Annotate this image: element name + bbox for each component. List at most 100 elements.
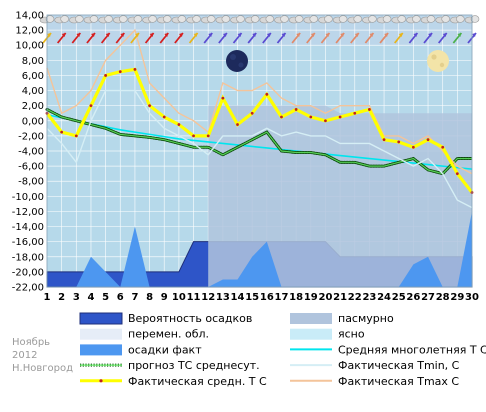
wind-arrow-icon bbox=[100, 32, 111, 44]
wind-arrow-icon bbox=[423, 32, 433, 44]
x-tick-label: 24 bbox=[377, 292, 391, 303]
series-point-7 bbox=[294, 108, 298, 111]
y-tick-label: -10,00 bbox=[12, 192, 44, 203]
series-point-7 bbox=[426, 138, 430, 142]
series-point-7 bbox=[177, 123, 181, 126]
legend-item: Фактическая Tmin, С bbox=[290, 359, 460, 372]
cloud-icon bbox=[376, 15, 392, 24]
wind-arrow-icon bbox=[174, 32, 184, 44]
series-area-2 bbox=[47, 211, 472, 287]
wind-arrow-icon bbox=[394, 32, 404, 44]
legend-label: Фактическая Tmin, С bbox=[338, 359, 460, 372]
series-point-7 bbox=[324, 119, 327, 123]
legend-swatch bbox=[290, 313, 332, 324]
wind-arrow-icon bbox=[335, 32, 345, 44]
series-point-7 bbox=[118, 70, 122, 74]
x-tick-label: 21 bbox=[333, 292, 347, 303]
series-point-7 bbox=[368, 108, 371, 111]
series-line-7 bbox=[45, 67, 474, 194]
series-point-7 bbox=[89, 104, 93, 108]
legend-item: Вероятность осадков bbox=[79, 312, 252, 325]
x-tick-label: 14 bbox=[231, 292, 245, 303]
legend-swatch bbox=[80, 328, 122, 340]
series-line-4-core bbox=[46, 108, 472, 175]
y-tick-label: 6,00 bbox=[22, 71, 44, 82]
series-point-7 bbox=[74, 134, 78, 138]
x-tick-label: 30 bbox=[465, 292, 479, 303]
series-point-7 bbox=[397, 140, 401, 144]
cloud-icon bbox=[83, 15, 99, 24]
cloud-icon bbox=[288, 15, 304, 24]
x-tick-label: 16 bbox=[260, 292, 274, 303]
legend-swatch bbox=[79, 312, 123, 325]
y-tick-label: -4,00 bbox=[18, 147, 44, 158]
y-tick-label: -22,00 bbox=[12, 283, 44, 294]
wind-arrow-icon bbox=[291, 32, 301, 44]
wind-arrow-icon bbox=[188, 32, 199, 44]
wind-arrow-icon bbox=[262, 32, 272, 44]
wind-arrow-icon bbox=[232, 32, 243, 44]
x-tick-label: 15 bbox=[245, 292, 259, 303]
series-point-7 bbox=[265, 92, 269, 96]
x-tick-label: 11 bbox=[187, 292, 201, 303]
legend-item: пасмурно bbox=[290, 312, 394, 325]
series-point-7 bbox=[192, 134, 195, 138]
legend-label: пасмурно bbox=[338, 312, 394, 325]
legend-item: Средняя многолетняя Т С bbox=[290, 343, 486, 356]
series-line-5 bbox=[46, 89, 473, 209]
cloud-icon bbox=[244, 15, 260, 24]
x-tick-label: 2 bbox=[58, 292, 65, 303]
x-tick-label: 25 bbox=[392, 292, 406, 303]
series-point-7 bbox=[236, 123, 239, 126]
cloud-icon bbox=[54, 15, 69, 24]
x-tick-label: 27 bbox=[421, 292, 435, 303]
cloud-icon bbox=[156, 15, 172, 24]
cloud-icon bbox=[464, 15, 480, 24]
series-point-7 bbox=[148, 104, 151, 108]
wind-arrow-icon bbox=[437, 32, 448, 44]
legend-item: перемен. обл. bbox=[80, 328, 209, 341]
cloud-icon bbox=[450, 15, 465, 24]
x-tick-label: 22 bbox=[348, 292, 362, 303]
wind-arrow-icon bbox=[247, 32, 257, 44]
side-caption-city: Н.Новгород bbox=[12, 363, 73, 374]
wind-arrow-icon bbox=[276, 32, 287, 44]
y-tick-label: 10,00 bbox=[15, 41, 44, 52]
wind-arrow-icon bbox=[408, 32, 419, 44]
wind-arrow-icon bbox=[115, 32, 125, 44]
x-tick-label: 17 bbox=[275, 292, 289, 303]
legend-swatch bbox=[290, 328, 332, 340]
legend-label: перемен. обл. bbox=[128, 328, 209, 341]
cloud-icon bbox=[259, 15, 275, 24]
x-tick-label: 29 bbox=[450, 292, 464, 303]
wind-arrow-icon bbox=[56, 32, 67, 44]
cloud-icon bbox=[406, 15, 421, 24]
series-point-7 bbox=[353, 111, 357, 115]
cloud-icon bbox=[171, 15, 187, 24]
y-tick-label: 8,00 bbox=[22, 56, 44, 67]
legend-label: Средняя многолетняя Т С bbox=[338, 343, 486, 356]
cloud-icon bbox=[186, 15, 201, 24]
x-tick-label: 6 bbox=[117, 292, 124, 303]
cloud-icon bbox=[435, 15, 450, 24]
cloud-icon bbox=[39, 15, 55, 24]
cloud-icon bbox=[98, 15, 113, 24]
wind-arrow-icon bbox=[144, 32, 155, 44]
legend-label: осадки факт bbox=[128, 343, 202, 356]
x-tick-label: 18 bbox=[289, 292, 303, 303]
wind-arrow-icon bbox=[379, 32, 389, 44]
legend-item: ясно bbox=[290, 328, 365, 341]
legend-item: Фактическая Tmax С bbox=[290, 375, 459, 388]
wind-arrow-icon bbox=[159, 32, 169, 44]
series-point-7 bbox=[133, 68, 137, 71]
legend-label: Фактическая Tmax С bbox=[338, 375, 459, 388]
y-tick-label: 12,00 bbox=[15, 26, 44, 37]
x-tick-label: 23 bbox=[362, 292, 376, 303]
plot-frame bbox=[46, 14, 473, 288]
x-tick-label: 8 bbox=[146, 292, 153, 303]
new-moon-icon bbox=[226, 50, 248, 72]
series-line-6 bbox=[46, 28, 473, 175]
y-tick-label: 4,00 bbox=[22, 86, 44, 97]
wind-arrow-icon bbox=[350, 32, 360, 44]
side-caption-year: 2012 bbox=[12, 350, 37, 361]
